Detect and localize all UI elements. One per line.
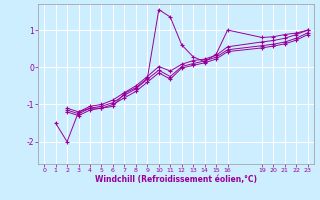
X-axis label: Windchill (Refroidissement éolien,°C): Windchill (Refroidissement éolien,°C) bbox=[95, 175, 257, 184]
